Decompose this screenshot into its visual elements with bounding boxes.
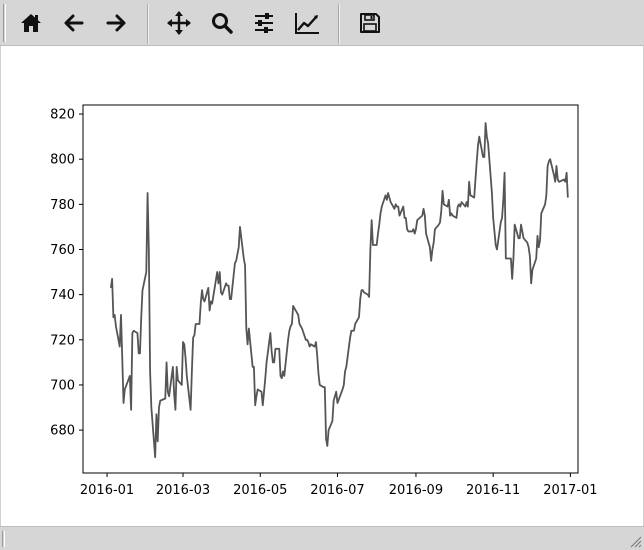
y-tick-label: 740 (50, 288, 75, 303)
axes-frame (82, 104, 579, 474)
toolbar-separator (147, 4, 149, 44)
price-series-line (109, 122, 569, 459)
move-icon (167, 11, 191, 35)
edit-axis-button[interactable] (290, 6, 324, 40)
zoom-button[interactable] (205, 6, 239, 40)
y-tick-label: 820 (50, 108, 75, 123)
y-tick-label: 680 (50, 424, 75, 439)
pan-button[interactable] (162, 6, 196, 40)
toolbar-separator (338, 4, 340, 44)
status-bar (0, 526, 644, 550)
x-tick-label: 2016-09 (389, 483, 443, 498)
figure-canvas[interactable]: 680 700 720 740 760 780 800 820 2016-01 2016-03 2… (0, 46, 644, 526)
x-tick-label: 2016-07 (310, 483, 364, 498)
x-axis: 2016-01 2016-03 2016-05 2016-07 2016-09 2016-… (80, 473, 598, 498)
y-tick-label: 700 (50, 378, 75, 393)
toolbar-grip[interactable] (3, 4, 6, 42)
x-tick-label: 2016-11 (466, 483, 520, 498)
save-button[interactable] (353, 6, 387, 40)
x-tick-label: 2017-01 (543, 483, 597, 498)
line-chart-icon (295, 13, 319, 34)
navigation-toolbar (0, 0, 644, 46)
y-tick-label: 720 (50, 333, 75, 348)
arrow-right-icon (106, 14, 126, 32)
forward-button[interactable] (99, 6, 133, 40)
x-tick-label: 2016-03 (156, 483, 210, 498)
configure-subplots-button[interactable] (247, 6, 281, 40)
arrow-left-icon (64, 14, 84, 32)
back-button[interactable] (57, 6, 91, 40)
status-grip (2, 531, 5, 547)
floppy-disk-icon (360, 13, 380, 33)
magnifier-icon (212, 13, 233, 34)
y-tick-label: 780 (50, 198, 75, 213)
y-axis: 680 700 720 740 760 780 800 820 (50, 108, 83, 439)
sliders-icon (255, 13, 273, 33)
x-tick-label: 2016-01 (80, 483, 134, 498)
y-tick-label: 800 (50, 153, 75, 168)
y-tick-label: 760 (50, 243, 75, 258)
home-button[interactable] (14, 6, 48, 40)
resize-grip-icon[interactable] (628, 534, 642, 548)
x-tick-label: 2016-05 (233, 483, 287, 498)
home-icon (21, 14, 41, 32)
